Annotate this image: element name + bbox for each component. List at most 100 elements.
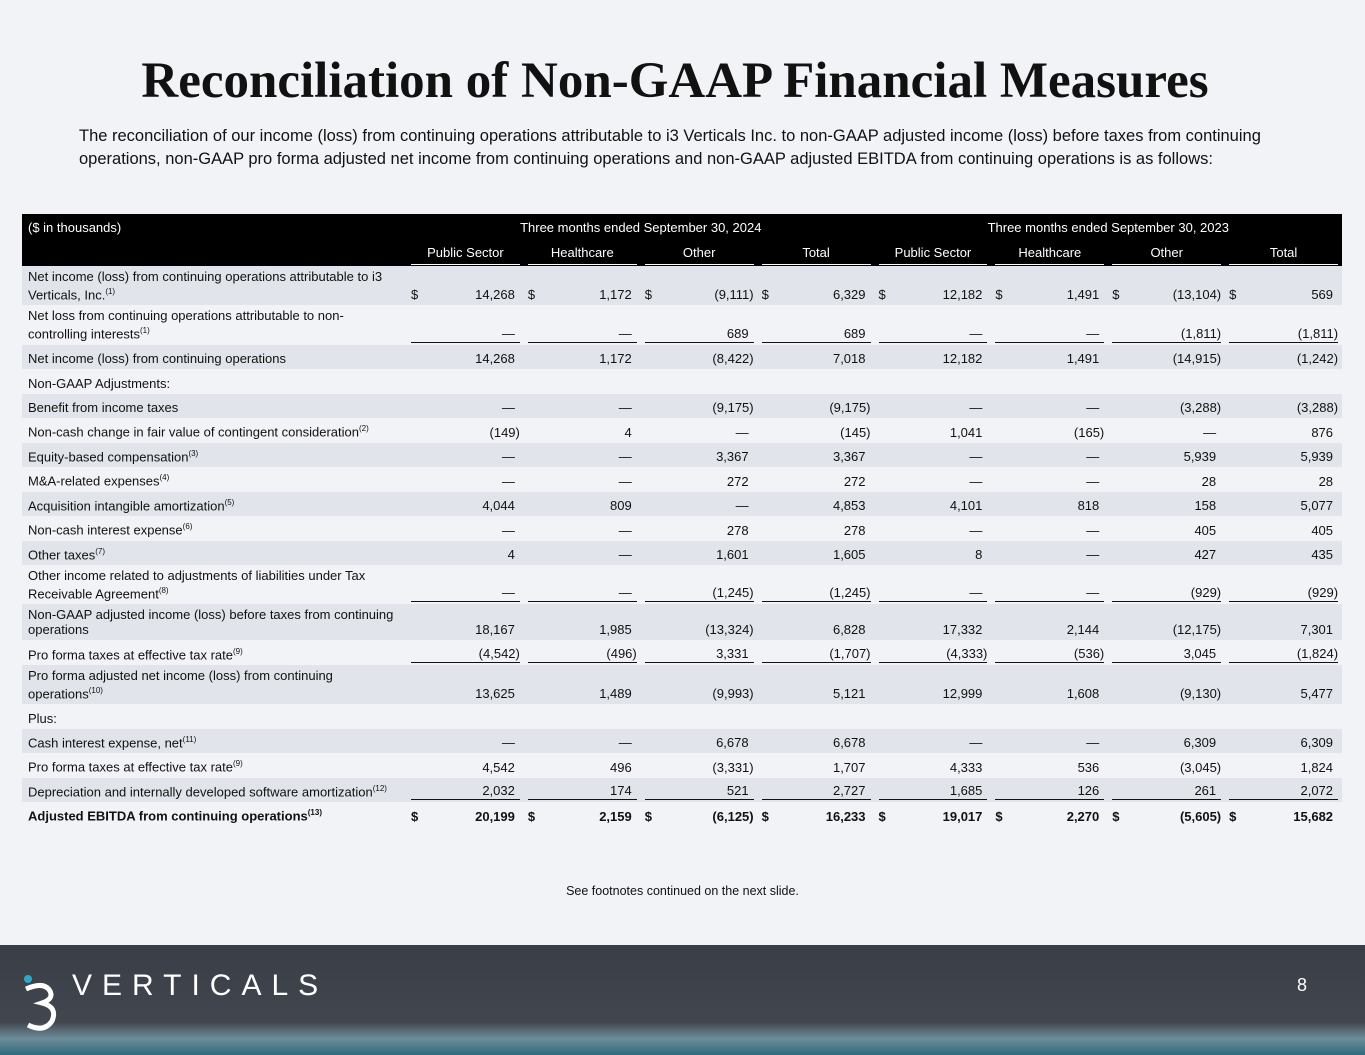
cell-box: 6,678 [645,735,754,751]
row-label-text: Net income (loss) from continuing operat… [28,351,286,367]
cell-box: 5,939 [1112,449,1221,465]
value: 272 [726,473,749,489]
cell-box: 12,182 [879,351,988,367]
cell-box: 6,309 [1112,735,1221,751]
value-cell: — [524,394,641,419]
value-cell: 174 [524,778,641,803]
value-cell: 28 [1108,467,1225,492]
value-cell: — [875,305,992,344]
cell-box: 4,542 [411,760,520,776]
value: (536) [1073,645,1105,661]
footnote-ref: (12) [372,783,387,793]
value: — [1086,325,1100,341]
cell-box: — [995,400,1104,416]
value: (6,125) [712,808,754,824]
row-label-text: Equity-based compensation [28,449,189,465]
cell-box: 1,985 [528,622,637,638]
value-cell: (149) [407,418,524,443]
table-row: Plus: [22,704,1343,729]
value-cell: 28 [1225,467,1342,492]
value: — [501,400,515,416]
value-cell: — [407,305,524,344]
value: — [969,400,983,416]
value-cell: 4 [524,418,641,443]
value: (3,288) [1296,400,1339,416]
value-cell: 5,477 [1225,665,1342,704]
cell-box: — [411,474,520,490]
value: 12,182 [942,287,983,303]
value-cell: (4,542) [407,640,524,665]
table-row: Adjusted EBITDA from continuing operatio… [22,802,1343,827]
cell-box: — [995,585,1105,603]
table-row: Cash interest expense, net(11) — — 6,678 6,6… [22,728,1343,754]
cell-box: 521 [644,783,754,801]
cell-box: (145) [762,425,870,441]
value: — [1086,735,1100,751]
row-label: Net income (loss) from continuing operat… [22,345,407,370]
cell-box: (1,811) [1229,326,1339,343]
value-cell: (4,333) [875,640,992,665]
value-cell: — [407,516,524,541]
value: — [501,473,515,489]
value-cell: 405 [1225,516,1342,541]
value: 7,301 [1300,622,1334,638]
value-cell: — [991,443,1108,468]
row-label: Cash interest expense, net(11) [22,729,407,754]
cell-box: 689 [644,326,754,343]
cell-box: 5,121 [762,686,871,702]
value: — [1203,424,1217,440]
value-cell: (3,288) [1108,394,1225,419]
cell-box: 4 [528,425,637,441]
value-cell: 1,608 [991,665,1108,704]
value-cell: 1,601 [641,541,758,566]
row-label: Pro forma taxes at effective tax rate(9) [22,753,407,778]
table-row: Non-GAAP Adjustments: [22,369,1343,394]
row-label-text: Non-GAAP Adjustments: [28,375,171,391]
value: 496 [610,759,632,775]
value: 1,985 [599,622,632,638]
value-cell: — [407,565,524,604]
value: 3,367 [832,449,866,465]
currency-sign: $ [527,808,536,824]
cell-box: 3,331 [644,646,754,663]
value: (1,242) [1296,351,1339,367]
value-cell: — [991,541,1108,566]
cell-box: 278 [762,523,871,539]
column-label: Public Sector [878,241,988,265]
value: 158 [1194,498,1217,514]
column-label: Total [761,241,871,265]
row-label-text: Pro forma adjusted net income (loss) fro… [28,667,333,702]
cell-box: — [411,449,520,465]
value-cell: 2,032 [407,778,524,803]
value-cell: $14,268 [407,266,524,305]
value: (1,811) [1180,325,1222,341]
value: (14,915) [1172,351,1222,367]
cell-box: 1,172 [528,351,637,367]
value-cell: 7,301 [1225,604,1342,640]
cell-box: 1,041 [879,425,988,441]
cell-box: — [878,585,988,603]
value-cell: 1,605 [758,541,875,566]
column-label: Other [644,241,754,265]
table-row: Non-cash change in fair value of conting… [22,418,1343,443]
row-label: Non-cash change in fair value of conting… [22,418,407,443]
footnote: See footnotes continued on the next slid… [566,884,799,898]
value: — [735,424,749,440]
currency-sign: $ [878,808,886,824]
value-cell: — [524,516,641,541]
cell-box: 1,824 [1229,760,1338,776]
cell-box: — [411,735,520,751]
cell-box: (1,242) [1229,351,1338,367]
cell-box: 6,309 [1229,735,1338,751]
cell-box: (9,993) [645,686,753,702]
value: 1,491 [1066,287,1100,303]
value: — [618,473,632,489]
column-header: Other [1108,240,1226,266]
column-header: Healthcare [523,240,641,266]
cell-box: 261 [1112,783,1222,801]
cell-box: (4,542) [411,646,520,663]
value: — [1086,585,1100,601]
cell-box: — [995,547,1104,563]
cell-box: — [528,547,637,563]
page-number: 8 [1296,975,1307,995]
